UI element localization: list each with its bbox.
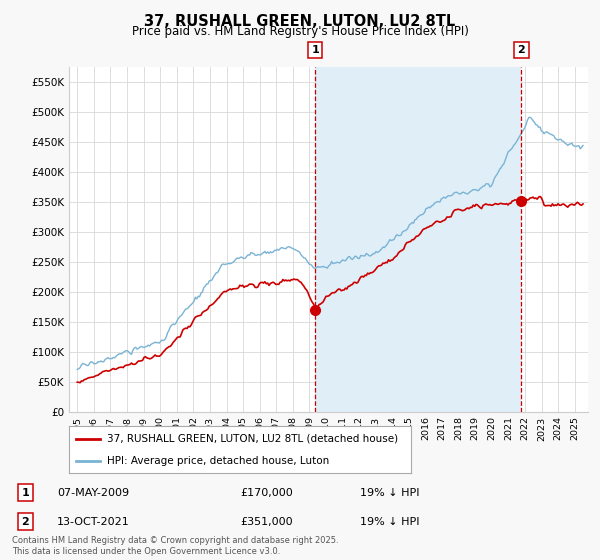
- Text: 13-OCT-2021: 13-OCT-2021: [57, 517, 130, 527]
- Text: 1: 1: [22, 488, 29, 498]
- Text: HPI: Average price, detached house, Luton: HPI: Average price, detached house, Luto…: [107, 456, 329, 466]
- Text: 37, RUSHALL GREEN, LUTON, LU2 8TL: 37, RUSHALL GREEN, LUTON, LU2 8TL: [145, 14, 455, 29]
- Text: 1: 1: [311, 45, 319, 55]
- Text: 19% ↓ HPI: 19% ↓ HPI: [360, 517, 419, 527]
- Text: 19% ↓ HPI: 19% ↓ HPI: [360, 488, 419, 498]
- Text: Contains HM Land Registry data © Crown copyright and database right 2025.
This d: Contains HM Land Registry data © Crown c…: [12, 536, 338, 556]
- Text: 07-MAY-2009: 07-MAY-2009: [57, 488, 129, 498]
- Text: £170,000: £170,000: [240, 488, 293, 498]
- Bar: [315, 67, 521, 412]
- Text: £351,000: £351,000: [240, 517, 293, 527]
- Text: Price paid vs. HM Land Registry's House Price Index (HPI): Price paid vs. HM Land Registry's House …: [131, 25, 469, 38]
- Text: 37, RUSHALL GREEN, LUTON, LU2 8TL (detached house): 37, RUSHALL GREEN, LUTON, LU2 8TL (detac…: [107, 434, 398, 444]
- Text: 2: 2: [517, 45, 525, 55]
- Text: 2: 2: [22, 517, 29, 527]
